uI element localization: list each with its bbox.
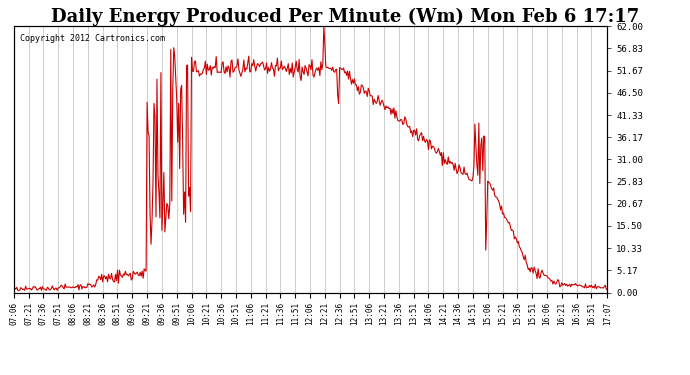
Text: Copyright 2012 Cartronics.com: Copyright 2012 Cartronics.com <box>20 34 165 43</box>
Text: Daily Energy Produced Per Minute (Wm) Mon Feb 6 17:17: Daily Energy Produced Per Minute (Wm) Mo… <box>51 8 639 26</box>
